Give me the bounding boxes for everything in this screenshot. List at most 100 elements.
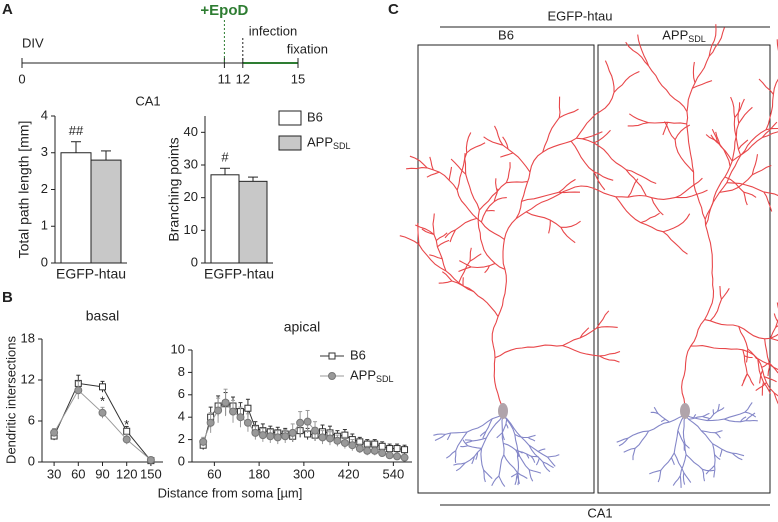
data-point [393, 445, 401, 453]
annotation: # [221, 150, 229, 165]
dendrite [530, 455, 539, 458]
dendrite [649, 469, 661, 475]
dendrite [479, 430, 487, 437]
x-tick-label: 60 [207, 466, 221, 481]
dendrite [491, 475, 500, 486]
dendrite [686, 56, 710, 112]
dendrite [768, 362, 778, 374]
dendrite [751, 154, 759, 175]
data-point [355, 444, 364, 453]
dendrite [480, 448, 485, 471]
y-tick-label: 6 [28, 412, 35, 427]
dendrite [548, 220, 551, 234]
dendrite [625, 169, 657, 185]
data-point [99, 383, 106, 391]
dendrite [640, 212, 660, 224]
y-tick-label: 0 [191, 254, 198, 269]
dendrite [763, 191, 773, 212]
y-tick-label: 20 [184, 189, 198, 204]
dendrite [741, 373, 748, 387]
dendrite [677, 430, 685, 444]
dendrite [500, 152, 514, 158]
soma [498, 403, 508, 419]
image-title: EGFP-htau [547, 8, 612, 23]
dendrite [528, 469, 534, 482]
dendrite [662, 213, 691, 233]
dendrite [742, 349, 748, 374]
dendrite [558, 96, 561, 118]
dendrite [459, 260, 472, 268]
dendrite [514, 433, 529, 439]
dendrite [493, 197, 507, 203]
dendrite [433, 234, 447, 272]
dendrite [446, 432, 452, 441]
dendrite [743, 191, 757, 198]
dendrite [765, 78, 778, 130]
dendrite [485, 418, 493, 432]
dendrite [445, 431, 468, 435]
dendrite [744, 402, 753, 413]
dendrite [730, 96, 736, 118]
y-tick-label: 8 [178, 364, 185, 379]
dendrite [480, 201, 495, 223]
data-point [199, 437, 208, 446]
dendrite [495, 178, 498, 192]
x-tick-label: 30 [47, 466, 61, 481]
dendrite [465, 440, 473, 444]
y-tick-label: 0 [178, 453, 185, 468]
dendrite [634, 430, 650, 449]
dendrite [683, 442, 690, 449]
dendrite [596, 310, 610, 329]
dendrite [483, 136, 504, 146]
dendrite [719, 285, 722, 300]
dendrite [429, 156, 434, 171]
data-point [74, 386, 83, 395]
legend-marker [328, 352, 336, 360]
dendrite [674, 139, 695, 173]
dendrite [723, 418, 746, 423]
y-tick-label: 18 [21, 330, 35, 345]
dendrite [627, 178, 639, 198]
dendrite [455, 217, 478, 231]
data-point [221, 398, 230, 407]
dendrite [701, 469, 706, 482]
dendrite [483, 470, 486, 483]
dendrite [692, 61, 696, 84]
dendrite [704, 129, 767, 220]
dendrite [516, 471, 528, 479]
dendrite [558, 178, 576, 193]
dendrite [465, 174, 480, 211]
dendrite [579, 327, 590, 339]
data-point [266, 432, 275, 441]
dendrite [770, 337, 778, 342]
dendrite [706, 410, 718, 422]
dendrite [757, 358, 765, 383]
dendrite [525, 211, 562, 228]
dendrite [679, 475, 682, 488]
dendrite [542, 461, 554, 469]
dendrite [701, 430, 716, 434]
dendrite [453, 462, 466, 466]
dendrite [472, 437, 487, 442]
dendrite [604, 60, 615, 93]
chart-title: apical [284, 319, 321, 335]
dendrite [437, 239, 450, 248]
dendrite [765, 127, 778, 131]
data-point [386, 445, 394, 453]
dendrite [465, 448, 482, 464]
dendrite [560, 227, 576, 244]
dendrite [426, 171, 440, 178]
x-tick-label: 150 [140, 466, 162, 481]
dendrite [688, 415, 703, 420]
tick-label: 15 [291, 71, 305, 86]
data-point [98, 408, 107, 417]
y-tick-label: 0 [28, 453, 35, 468]
data-point [401, 446, 409, 454]
dendrite [417, 223, 420, 245]
dendrite [648, 121, 687, 125]
dendrite [763, 191, 778, 197]
dendrite [685, 454, 703, 470]
dendrite [503, 442, 516, 451]
dendrite [426, 167, 458, 191]
dendrite [759, 370, 764, 384]
